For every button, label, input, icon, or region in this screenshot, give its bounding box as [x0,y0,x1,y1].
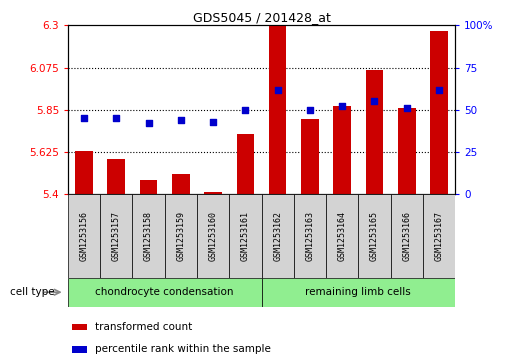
Text: GSM1253159: GSM1253159 [176,211,185,261]
Bar [197,194,229,278]
Bar [72,324,87,330]
Text: GSM1253162: GSM1253162 [273,211,282,261]
Text: remaining limb cells: remaining limb cells [305,287,411,297]
Point [338,103,346,109]
Bar [165,194,197,278]
Bar [204,192,222,194]
Text: percentile rank within the sample: percentile rank within the sample [95,344,271,355]
Bar [68,278,262,307]
Point [403,105,411,111]
Point [305,107,314,113]
Point [209,119,218,125]
Text: GSM1253158: GSM1253158 [144,211,153,261]
Point [274,87,282,93]
Bar [140,180,157,194]
Bar [430,31,448,194]
Text: GSM1253160: GSM1253160 [209,211,218,261]
Bar [391,194,423,278]
Point [241,107,249,113]
Bar [68,194,100,278]
Bar [229,194,262,278]
Bar [358,194,391,278]
Text: GSM1253157: GSM1253157 [112,211,121,261]
Bar [132,194,165,278]
Bar [100,194,132,278]
Bar [72,346,87,353]
Text: GSM1253163: GSM1253163 [305,211,314,261]
Point [112,115,120,121]
Text: GSM1253166: GSM1253166 [402,211,411,261]
Text: GSM1253156: GSM1253156 [79,211,88,261]
Bar [423,194,455,278]
Title: GDS5045 / 201428_at: GDS5045 / 201428_at [192,11,331,24]
Bar [294,194,326,278]
Bar [262,194,294,278]
Text: cell type: cell type [10,287,55,297]
Bar [269,26,287,194]
Bar [301,119,319,194]
Bar [398,108,415,194]
Text: chondrocyte condensation: chondrocyte condensation [96,287,234,297]
Bar [236,134,254,194]
Bar [75,151,93,194]
Point [144,121,153,126]
Text: transformed count: transformed count [95,322,192,332]
Bar [366,70,383,194]
Bar [172,174,190,194]
Text: GSM1253165: GSM1253165 [370,211,379,261]
Point [435,87,443,93]
Bar [333,106,351,194]
Bar [108,159,125,194]
Point [80,115,88,121]
Text: GSM1253167: GSM1253167 [435,211,444,261]
Point [177,117,185,123]
Bar [262,278,455,307]
Bar [326,194,358,278]
Point [370,98,379,104]
Text: GSM1253161: GSM1253161 [241,211,250,261]
Text: GSM1253164: GSM1253164 [338,211,347,261]
